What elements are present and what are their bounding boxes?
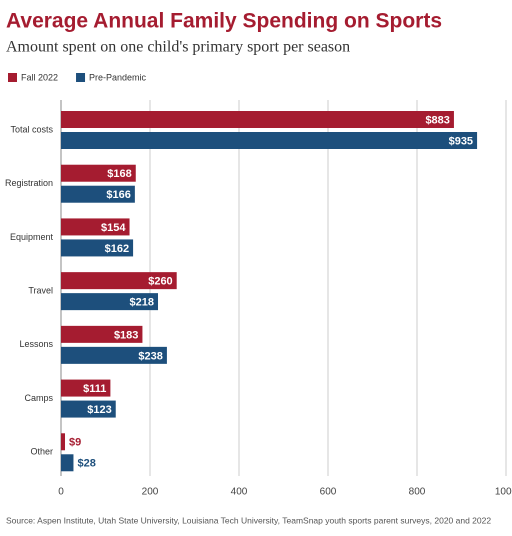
x-tick-label: 800 bbox=[409, 487, 426, 498]
value-label: $9 bbox=[69, 437, 81, 449]
x-tick-label: 200 bbox=[142, 487, 159, 498]
bar bbox=[61, 272, 177, 290]
bar bbox=[61, 239, 134, 257]
bar bbox=[61, 325, 143, 343]
value-label: $154 bbox=[101, 222, 126, 234]
chart-title: Average Annual Family Spending on Sports bbox=[6, 10, 442, 33]
value-label: $166 bbox=[106, 189, 130, 201]
bar bbox=[61, 346, 167, 364]
value-label: $28 bbox=[77, 458, 95, 470]
value-label: $260 bbox=[148, 276, 172, 288]
y-tick-label: Registration bbox=[5, 178, 53, 188]
legend-label: Pre-Pandemic bbox=[89, 72, 147, 82]
legend-swatch bbox=[8, 73, 17, 82]
bar bbox=[61, 400, 116, 418]
value-label: $168 bbox=[107, 168, 131, 180]
bar bbox=[61, 111, 454, 128]
y-tick-label: Lessons bbox=[19, 339, 53, 349]
bar bbox=[61, 454, 74, 472]
y-tick-label: Total costs bbox=[10, 124, 53, 134]
value-label: $123 bbox=[87, 404, 111, 416]
value-label: $883 bbox=[425, 114, 449, 126]
value-label: $218 bbox=[130, 297, 154, 309]
value-label: $111 bbox=[83, 383, 106, 395]
value-label: $238 bbox=[138, 350, 162, 362]
bar bbox=[61, 293, 159, 311]
x-tick-label: 0 bbox=[58, 487, 64, 498]
bar bbox=[61, 379, 111, 397]
bar bbox=[61, 185, 135, 203]
y-tick-label: Camps bbox=[24, 393, 53, 403]
value-label: $183 bbox=[114, 329, 138, 341]
x-tick-label: 600 bbox=[320, 487, 337, 498]
legend-swatch bbox=[76, 73, 86, 82]
y-tick-label: Other bbox=[30, 447, 53, 457]
y-tick-label: Equipment bbox=[10, 232, 54, 242]
source-note: Source: Aspen Institute, Utah State Univ… bbox=[6, 515, 491, 525]
bar bbox=[61, 433, 66, 451]
value-label: $162 bbox=[105, 243, 129, 255]
y-tick-label: Travel bbox=[28, 286, 53, 296]
chart-subtitle: Amount spent on one child's primary spor… bbox=[6, 39, 350, 56]
bar bbox=[61, 164, 136, 182]
x-tick-label: 1000 bbox=[495, 487, 512, 498]
bar bbox=[61, 132, 478, 149]
x-tick-label: 400 bbox=[231, 487, 248, 498]
value-label: $935 bbox=[449, 135, 473, 147]
legend-label: Fall 2022 bbox=[21, 72, 58, 82]
bar bbox=[61, 218, 130, 236]
